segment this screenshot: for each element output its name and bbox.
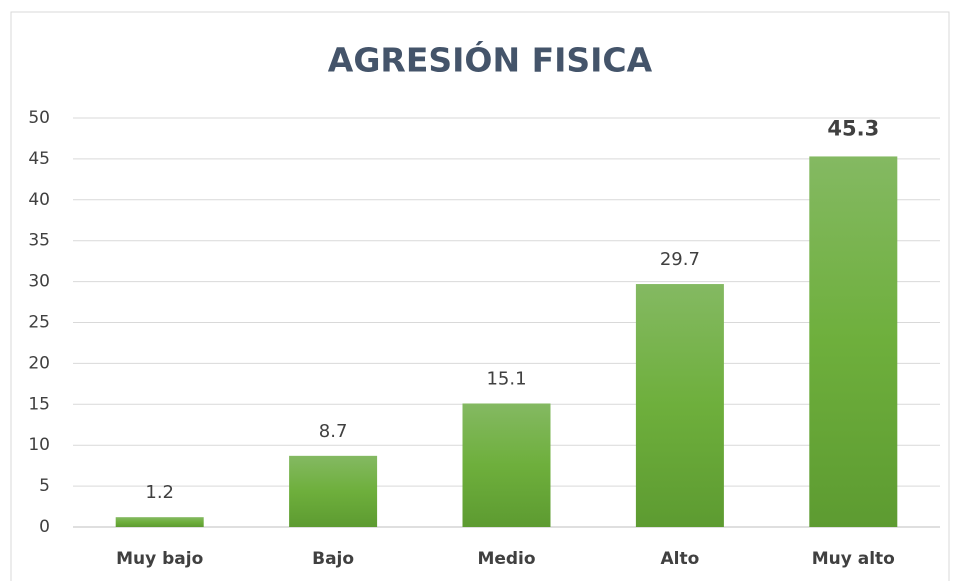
x-tick-label: Alto (661, 549, 700, 569)
y-tick-label: 5 (39, 476, 50, 496)
bar (462, 403, 551, 527)
data-label: 8.7 (319, 421, 348, 442)
y-tick-label: 40 (28, 190, 50, 210)
x-tick-label: Muy alto (812, 549, 895, 569)
y-tick-label: 10 (28, 435, 50, 455)
data-label: 1.2 (145, 482, 174, 503)
bar (809, 156, 898, 528)
y-tick-label: 30 (28, 272, 50, 292)
y-tick-label: 35 (28, 231, 50, 251)
y-tick-label: 20 (28, 353, 50, 373)
chart-border (10, 11, 950, 581)
x-tick-label: Bajo (312, 549, 354, 569)
x-tick-label: Muy bajo (116, 549, 203, 569)
x-tick-label: Medio (477, 549, 535, 569)
y-tick-label: 0 (39, 517, 50, 537)
data-label: 45.3 (827, 116, 879, 140)
chart-title: AGRESIÓN FISICA (328, 40, 653, 80)
bar (635, 284, 724, 527)
data-label: 15.1 (486, 368, 526, 389)
y-tick-label: 25 (28, 313, 50, 333)
y-tick-label: 50 (28, 108, 50, 128)
y-tick-label: 15 (28, 394, 50, 414)
bar (289, 455, 378, 527)
data-label: 29.7 (660, 249, 700, 270)
bar (115, 517, 204, 527)
y-tick-label: 45 (28, 149, 50, 169)
